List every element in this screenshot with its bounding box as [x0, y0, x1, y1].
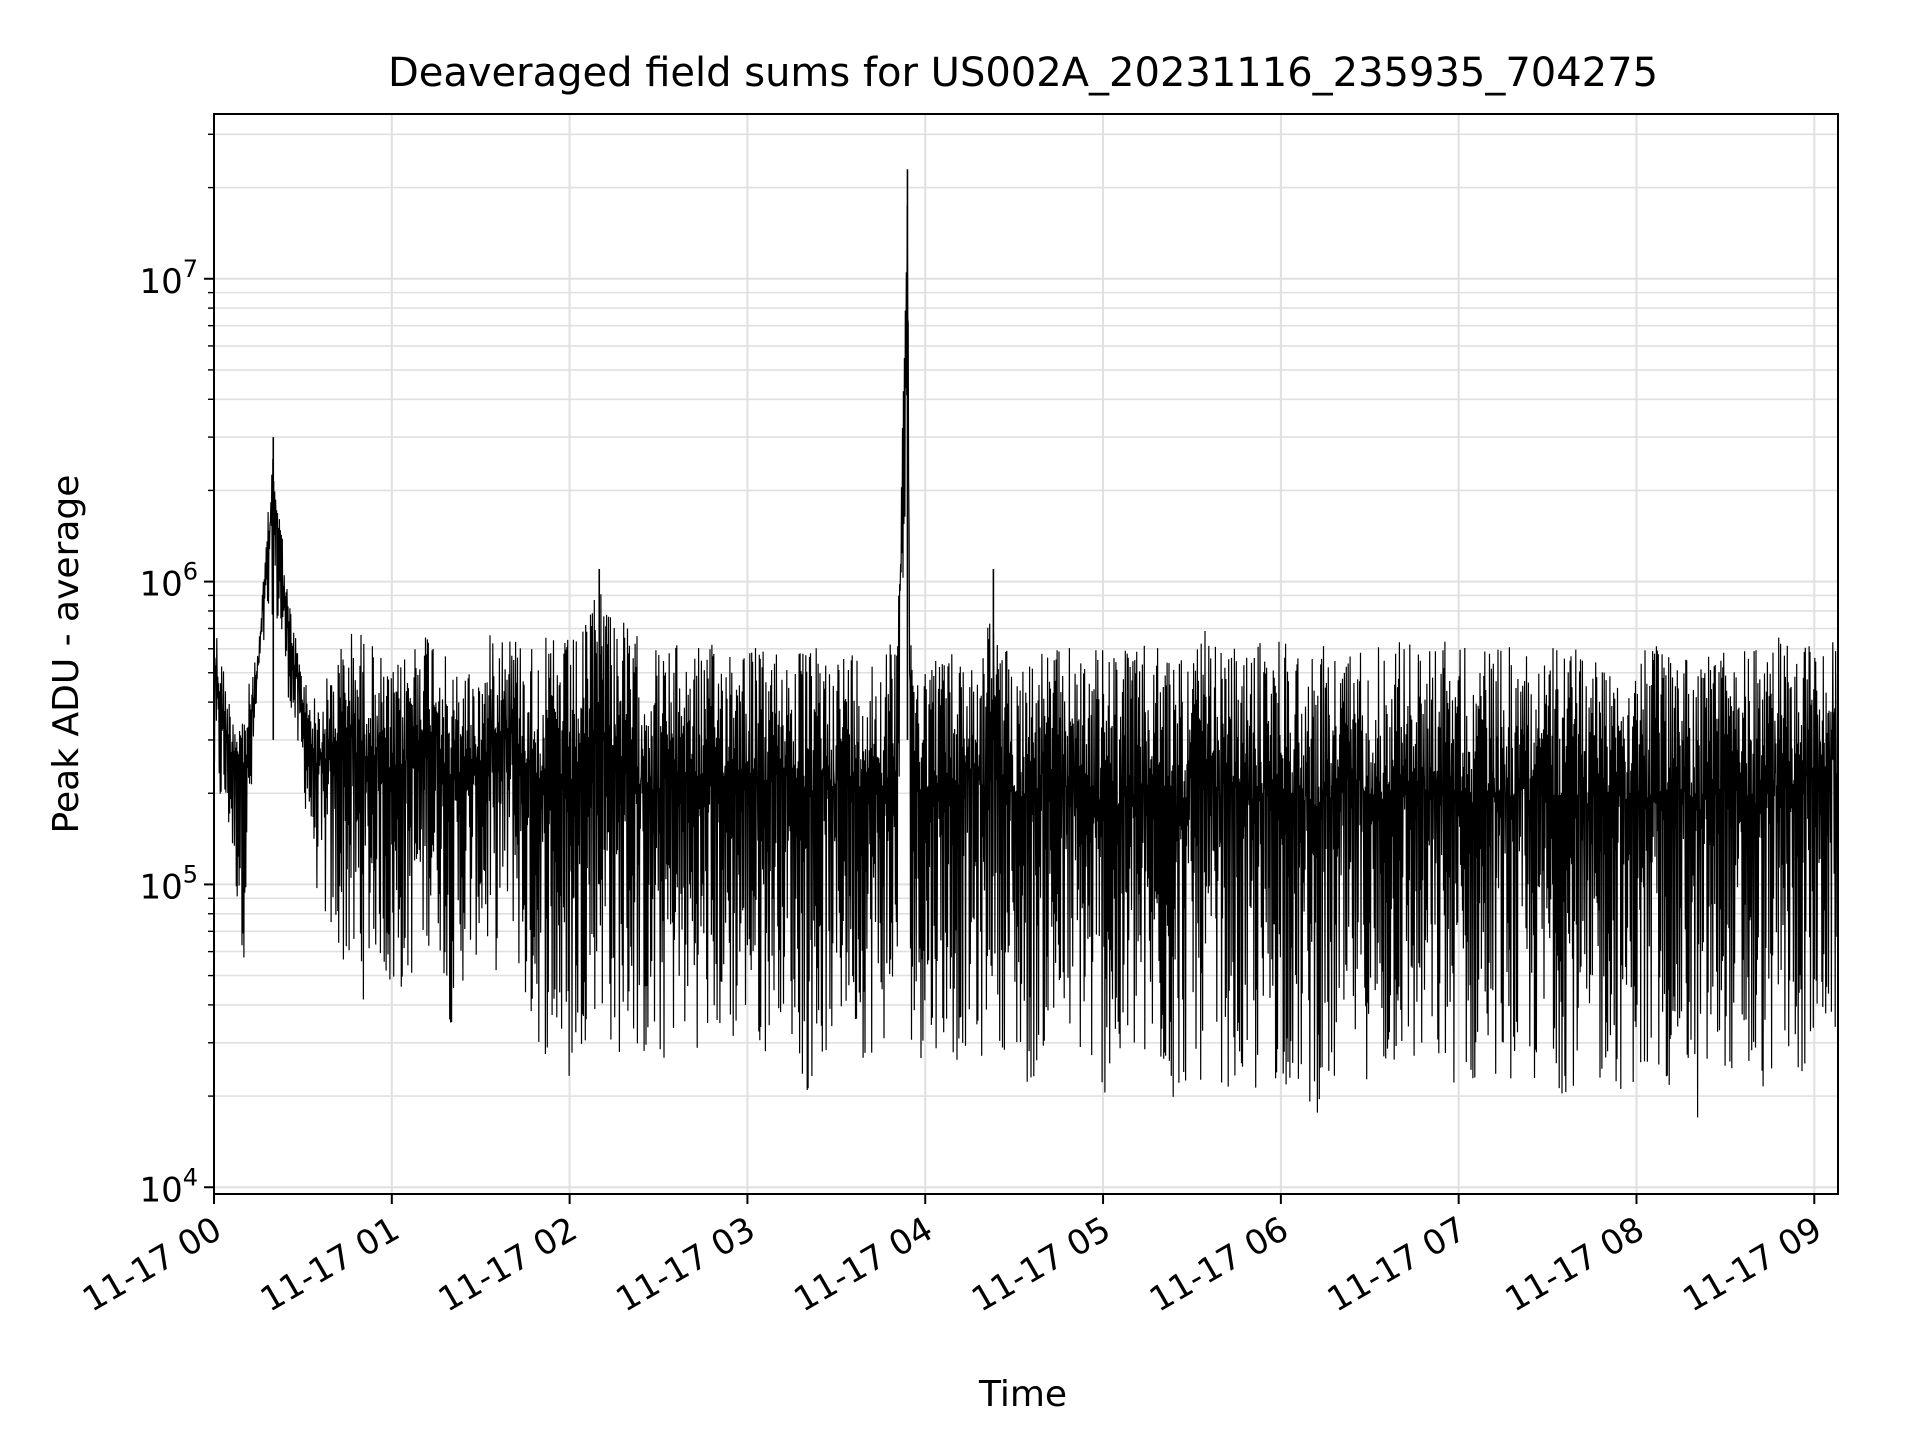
x-tick-label: 11-17 09: [1676, 1209, 1828, 1320]
x-tick-label: 11-17 00: [76, 1209, 228, 1320]
y-axis: 104 105 106 107: [139, 133, 214, 1210]
x-tick-label: 11-17 04: [787, 1209, 939, 1320]
x-tick-label: 11-17 03: [610, 1209, 762, 1320]
x-axis-label: Time: [978, 1374, 1067, 1415]
y-tick-label: 104: [139, 1163, 198, 1210]
y-tick-label: 106: [139, 558, 198, 605]
series-line: [213, 169, 1839, 1118]
x-tick-label: 11-17 08: [1499, 1209, 1651, 1320]
gridlines: [213, 114, 1838, 1194]
series-path: [213, 205, 1839, 1118]
x-tick-label: 11-17 05: [965, 1209, 1117, 1320]
x-axis: 11-17 00 11-17 01 11-17 02 11-17 03 11-17 04…: [76, 1194, 1829, 1320]
y-tick-label: 107: [139, 255, 198, 302]
plot-frame: [213, 113, 1839, 1195]
y-axis-label: Peak ADU - average: [46, 475, 87, 834]
chart-title: Deaveraged field sums for US002A_2023111…: [388, 50, 1658, 96]
x-tick-label: 11-17 06: [1143, 1209, 1295, 1320]
x-tick-label: 11-17 02: [432, 1209, 584, 1320]
y-tick-label: 105: [139, 860, 198, 907]
x-tick-label: 11-17 01: [254, 1209, 406, 1320]
x-tick-label: 11-17 07: [1321, 1209, 1473, 1320]
